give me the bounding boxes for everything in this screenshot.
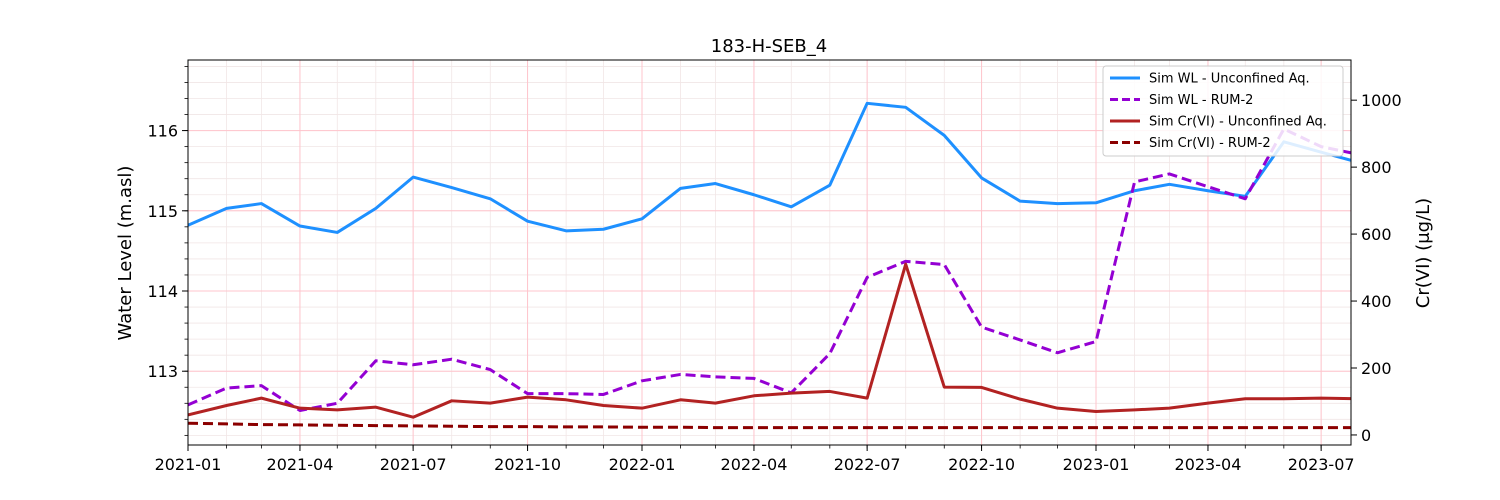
- x-tick-label: 2023-04: [1175, 455, 1242, 474]
- x-tick-label: 2021-01: [155, 455, 222, 474]
- y-right-tick-label: 0: [1361, 426, 1371, 445]
- y-left-tick-label: 114: [147, 282, 178, 301]
- x-tick-label: 2023-01: [1063, 455, 1130, 474]
- legend-label-2: Sim WL - RUM-2: [1149, 93, 1253, 108]
- y-left-tick-label: 115: [147, 202, 178, 221]
- y-right-tick-label: 600: [1361, 225, 1392, 244]
- axes: 2021-01 2021-04 2021-07 2021-10 2022-01 2022-…: [147, 66, 1402, 474]
- legend-label-3: Sim Cr(VI) - Unconfined Aq.: [1149, 115, 1327, 130]
- chart-title: 183-H-SEB_4: [711, 36, 827, 57]
- legend: Sim WL - Unconfined Aq. Sim WL - RUM-2 Sim…: [1102, 65, 1344, 157]
- x-tick-label: 2021-07: [380, 455, 447, 474]
- series-line-3: [188, 262, 1351, 419]
- right-axis-title: Cr(VI) (μg/L): [1413, 198, 1434, 308]
- x-tick-label: 2021-04: [267, 455, 334, 474]
- grid: [187, 60, 1351, 445]
- x-tick-label: 2023-07: [1288, 455, 1355, 474]
- series-line-1: [188, 101, 1351, 234]
- legend-label-4: Sim Cr(VI) - RUM-2: [1149, 136, 1271, 151]
- legend-label-1: Sim WL - Unconfined Aq.: [1149, 72, 1310, 87]
- x-tick-label: 2021-10: [494, 455, 561, 474]
- x-tick-label: 2022-01: [609, 455, 676, 474]
- x-tick-label: 2022-04: [721, 455, 788, 474]
- x-tick-label: 2022-07: [834, 455, 901, 474]
- series-line-4: [188, 421, 1351, 430]
- x-tick-label: 2022-10: [948, 455, 1015, 474]
- y-right-tick-label: 1000: [1361, 91, 1402, 110]
- y-right-tick-label: 200: [1361, 359, 1392, 378]
- y-right-tick-label: 400: [1361, 292, 1392, 311]
- left-axis-title: Water Level (m.asl): [115, 166, 136, 341]
- plot-area-frame: [187, 59, 1352, 446]
- y-left-tick-label: 116: [147, 122, 178, 141]
- y-left-tick-label: 113: [147, 362, 178, 381]
- y-right-tick-label: 800: [1361, 158, 1392, 177]
- legend-box: [1102, 65, 1344, 157]
- series-layer: [188, 101, 1351, 430]
